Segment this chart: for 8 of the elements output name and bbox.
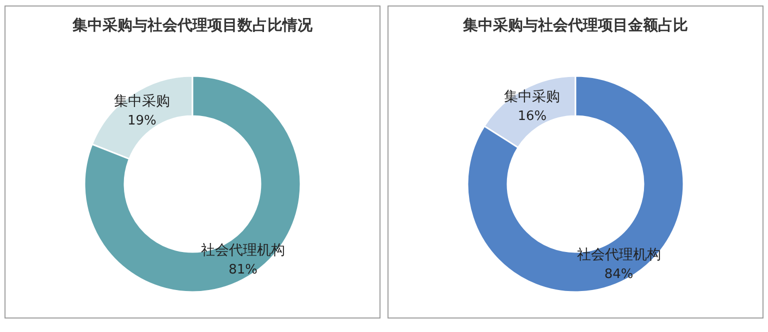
chart-title: 集中采购与社会代理项目数占比情况 [72, 16, 314, 34]
data-label: 84% [604, 266, 634, 282]
chart-title: 集中采购与社会代理项目金额占比 [462, 16, 688, 34]
data-label: 81% [228, 262, 258, 278]
slice-label: 集中采购 [504, 89, 560, 106]
slice-label: 集中采购 [114, 94, 170, 110]
data-label: 19% [127, 114, 156, 129]
data-label: 16% [518, 109, 547, 124]
